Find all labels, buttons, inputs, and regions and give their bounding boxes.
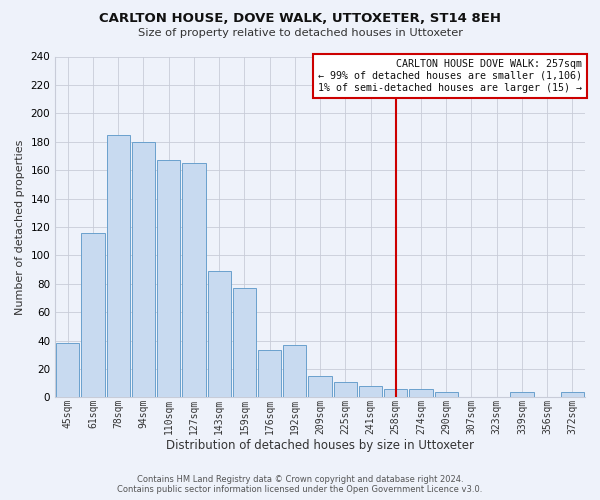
Bar — [384, 389, 407, 398]
Bar — [56, 344, 79, 398]
Bar — [107, 134, 130, 398]
Text: CARLTON HOUSE, DOVE WALK, UTTOXETER, ST14 8EH: CARLTON HOUSE, DOVE WALK, UTTOXETER, ST1… — [99, 12, 501, 26]
Bar — [511, 392, 533, 398]
Bar — [561, 392, 584, 398]
Bar — [409, 389, 433, 398]
Bar — [233, 288, 256, 398]
Bar — [434, 392, 458, 398]
Text: Size of property relative to detached houses in Uttoxeter: Size of property relative to detached ho… — [137, 28, 463, 38]
Bar — [208, 271, 231, 398]
Text: Contains HM Land Registry data © Crown copyright and database right 2024.
Contai: Contains HM Land Registry data © Crown c… — [118, 474, 482, 494]
Bar — [283, 345, 307, 398]
Bar — [258, 350, 281, 398]
Bar — [82, 232, 104, 398]
Bar — [132, 142, 155, 398]
Y-axis label: Number of detached properties: Number of detached properties — [15, 139, 25, 314]
Bar — [157, 160, 181, 398]
Bar — [334, 382, 357, 398]
Bar — [359, 386, 382, 398]
Text: CARLTON HOUSE DOVE WALK: 257sqm
← 99% of detached houses are smaller (1,106)
1% : CARLTON HOUSE DOVE WALK: 257sqm ← 99% of… — [319, 60, 583, 92]
Bar — [182, 163, 206, 398]
Bar — [308, 376, 332, 398]
X-axis label: Distribution of detached houses by size in Uttoxeter: Distribution of detached houses by size … — [166, 440, 474, 452]
